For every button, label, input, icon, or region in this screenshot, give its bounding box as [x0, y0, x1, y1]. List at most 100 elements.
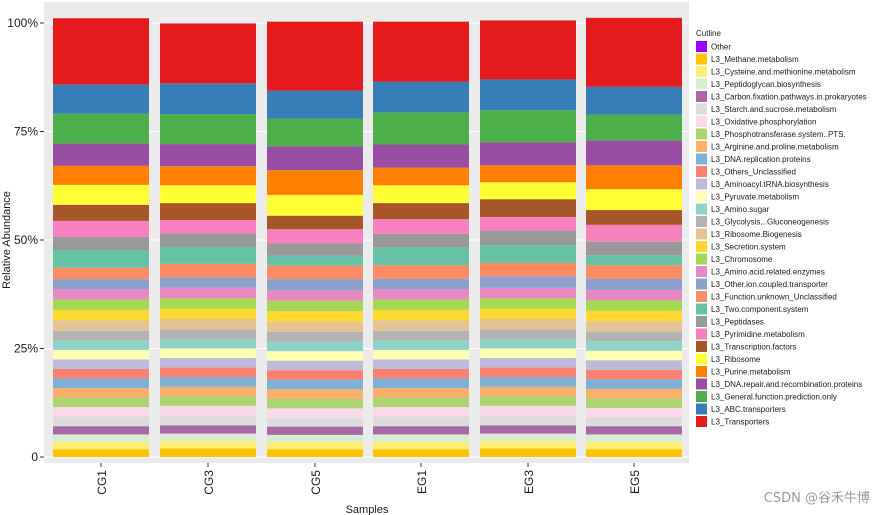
bar-segment [586, 114, 682, 141]
bar-segment [480, 338, 576, 349]
legend-label: L3_Peptidases [711, 318, 764, 327]
bar-segment [373, 233, 469, 248]
bar-segment [586, 417, 682, 427]
bar-segment [480, 448, 576, 457]
legend-label: L3_Amino.acid.related.enzymes [711, 268, 825, 277]
legend-swatch [696, 191, 707, 202]
legend-item: L3_Transporters [696, 416, 769, 427]
y-tick-label: 100% [7, 16, 38, 30]
bar-segment [480, 308, 576, 319]
legend-label: L3_Amino.sugar [711, 205, 770, 214]
bar-segment [586, 398, 682, 408]
legend-swatch [696, 66, 707, 77]
legend-item: L3_Arginine.and.proline.metabolism [696, 141, 839, 152]
bar-stack-eg1 [373, 21, 469, 457]
y-tick-label: 25% [14, 342, 38, 356]
legend-item: L3_Methane.metabolism [696, 53, 799, 65]
legend-title: Cutline [696, 29, 721, 38]
legend-swatch [696, 266, 707, 277]
bar-segment [480, 318, 576, 330]
bar-segment [160, 233, 256, 247]
bar-segment [586, 379, 682, 389]
bar-segment [160, 23, 256, 84]
bar-segment [267, 290, 363, 301]
bar-segment [480, 298, 576, 309]
bar-segment [480, 216, 576, 231]
bar-segment [267, 170, 363, 195]
legend-item: L3_Peptidoglycan.biosynthesis [696, 78, 821, 90]
bar-segment [373, 289, 469, 300]
bar-segment [373, 185, 469, 204]
bar-segment [267, 279, 363, 291]
legend-item: L3_Pyrimidine.metabolism [696, 328, 805, 340]
bar-segment [53, 368, 149, 379]
bar-segment [480, 386, 576, 397]
x-tick-label: CG3 [202, 470, 216, 495]
legend-swatch [696, 53, 707, 65]
y-tick-label: 75% [14, 125, 38, 139]
bar-segment [160, 144, 256, 167]
bar-segment [53, 449, 149, 457]
bar-segment [373, 112, 469, 145]
legend-label: L3_Peptidoglycan.biosynthesis [711, 80, 821, 89]
bar-segment [267, 215, 363, 230]
bar-segment [586, 426, 682, 435]
bar-segment [53, 359, 149, 369]
legend-label: L3_Others_Unclassified [711, 168, 796, 177]
legend-swatch [696, 341, 707, 352]
legend-item: L3_Purine.metabolism [696, 366, 791, 377]
legend-swatch [696, 353, 707, 365]
x-tick-label: CG1 [95, 470, 109, 495]
bar-segment [586, 310, 682, 322]
bar-segment [480, 287, 576, 299]
gridlines [44, 22, 689, 458]
bar-segment [586, 360, 682, 370]
bar-segment [267, 449, 363, 457]
legend-item: L3_Amino.acid.related.enzymes [696, 266, 825, 277]
legend-item: L3_Oxidative.phosphorylation [696, 116, 816, 127]
legend-label: L3_Glycolysis...Gluconeogenesis [711, 218, 829, 227]
bar-segment [53, 309, 149, 321]
bar-segment [160, 348, 256, 359]
plot-panel-background [44, 2, 689, 463]
bar-segment [53, 434, 149, 442]
bar-segment [160, 377, 256, 387]
bar-segment [373, 378, 469, 388]
bar-segment [586, 341, 682, 351]
bar-stack-eg3 [480, 20, 576, 457]
bar-segment [373, 441, 469, 450]
bar-segment [373, 81, 469, 113]
bar-segment [586, 300, 682, 311]
bar-segment [267, 332, 363, 342]
bar-segment [586, 441, 682, 450]
bar-segment [373, 434, 469, 442]
legend-item: L3_Peptidases [696, 316, 764, 327]
bar-segment [480, 348, 576, 359]
bar-segment [160, 405, 256, 416]
legend-label: L3_Carbon.fixation.pathways.in.prokaryot… [711, 93, 867, 102]
legend-swatch [696, 216, 707, 227]
legend-swatch [696, 328, 707, 340]
bar-segment [480, 433, 576, 441]
bar-segment [160, 338, 256, 349]
bar-segment [373, 449, 469, 457]
bar-segment [267, 118, 363, 147]
legend-item: L3_General.function.prediction.only [696, 391, 837, 402]
legend-item: L3_Chromosome [696, 253, 773, 265]
bar-segment [53, 84, 149, 114]
bar-segment [53, 204, 149, 221]
bar-segment [160, 263, 256, 278]
bar-segment [373, 407, 469, 417]
legend-swatch [696, 291, 707, 302]
legend-label: L3_Oxidative.phosphorylation [711, 118, 816, 127]
bar-segment [373, 426, 469, 435]
bar-segment [160, 358, 256, 368]
bar-segment [267, 321, 363, 333]
bar-segment [373, 387, 469, 398]
bar-segment [373, 416, 469, 427]
bar-segment [586, 265, 682, 279]
y-tick-label: 0 [31, 450, 38, 464]
legend-swatch [696, 141, 707, 152]
bar-segment [53, 249, 149, 268]
